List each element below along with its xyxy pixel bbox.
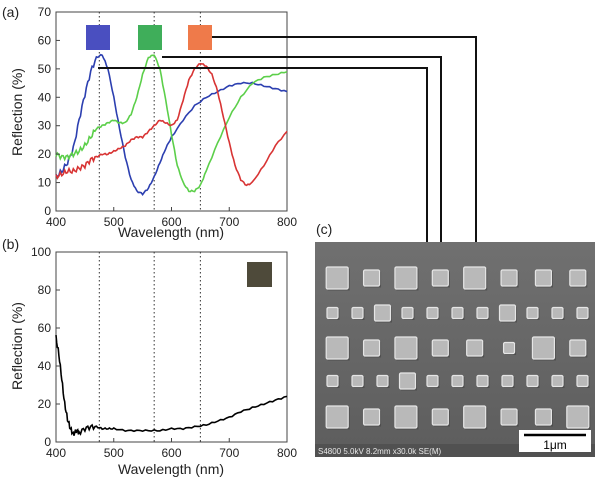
chart-a: 400 500 600 700 800 0 10 20 30 40 50 60 70 Waveleng… [9,5,297,240]
panel-label-c: (c) [316,221,332,237]
swatch-dark [247,262,272,287]
sem-square [394,405,418,429]
sem-square [463,405,487,429]
sem-square [451,374,464,388]
swatch-orange [188,25,212,50]
sem-square [401,306,414,320]
sem-square [362,339,381,357]
chart-b: 400 500 600 700 800 0 20 40 60 80 100 Wavelength … [9,245,297,477]
chartB-ytick-label: 80 [38,283,52,297]
sem-square [325,336,349,360]
chartA-ytick-label: 0 [44,204,51,218]
sem-square [466,339,484,357]
chartB-xtick-label: 800 [277,446,297,460]
chartB-xtick-label: 700 [219,446,239,460]
chartB-ytick-label: 60 [38,321,52,335]
sem-square [376,374,389,388]
sem-square [431,408,449,426]
chartA-ytick-label: 40 [38,90,52,104]
chartB-xtick-label: 500 [104,446,124,460]
chartB-xtick-label: 600 [161,446,181,460]
sem-square [351,374,364,388]
chartB-ytick-label: 100 [31,245,51,259]
chart-b-ylabel: Reflection (%) [9,302,25,390]
sem-square [551,374,564,388]
sem-square [500,408,518,426]
chartA-xtick-label: 700 [219,215,239,229]
sem-info-text: S4800 5.0kV 8.2mm x30.0k SE(M) [318,447,442,456]
chartA-ytick-label: 50 [38,62,52,76]
sem-square [531,336,556,360]
chartA-ytick-label: 60 [38,33,52,47]
panel-label-b: (b) [2,236,19,252]
sem-square [373,304,392,322]
sem-square [426,306,439,320]
chart-a-ylabel: Reflection (%) [9,68,25,156]
sem-square [325,266,349,290]
sem-square [526,306,539,320]
sem-square [500,269,518,287]
sem-square [398,372,417,390]
chartB-ytick-label: 40 [38,359,52,373]
sem-square [463,266,487,290]
swatch-green [138,25,162,50]
panel-label-a: (a) [2,4,19,20]
chartA-series-line-2 [55,62,288,187]
sem-square [498,304,517,322]
sem-square [534,269,553,287]
sem-square [325,405,349,429]
chartA-series-line-0 [55,53,288,196]
sem-square [569,339,587,357]
sem-square [426,374,439,388]
sem-image: S4800 5.0kV 8.2mm x30.0k SE(M) 1μm [315,242,595,457]
chartA-ytick-label: 30 [38,119,52,133]
sem-square [501,374,514,388]
sem-square [451,306,464,320]
sem-square [326,306,339,320]
chartA-ytick-label: 70 [38,5,52,19]
sem-square [394,266,418,290]
sem-square [576,306,589,320]
scale-bar-label: 1μm [543,438,567,452]
connector-blue [98,67,436,309]
chartA-xtick-label: 600 [161,215,181,229]
connector-orange [212,36,485,267]
sem-square [569,269,587,287]
sem-square [502,341,516,355]
sem-square [526,374,539,388]
sem-square [362,269,381,287]
chartA-xtick-label: 500 [104,215,124,229]
sem-square [566,405,590,429]
sem-square [394,336,418,360]
chartA-ytick-label: 10 [38,176,52,190]
sem-square [351,306,364,320]
connector-green [162,56,450,285]
chartA-xtick-label: 800 [277,215,297,229]
sem-square [362,408,381,426]
connector-arrows [98,36,485,309]
sem-square [534,408,553,426]
sem-square [431,269,449,287]
sem-square [326,374,339,388]
chartB-xtick-label: 400 [46,446,66,460]
chart-b-xlabel: Wavelength (nm) [118,461,224,477]
chartB-series-line-0 [55,335,288,436]
sem-square [576,374,589,388]
chartB-ytick-label: 0 [44,435,51,449]
chartA-ytick-label: 20 [38,147,52,161]
chartB-ytick-label: 20 [38,397,52,411]
sem-square [476,306,489,320]
chartA-xtick-label: 400 [46,215,66,229]
sem-square [431,339,449,357]
sem-square [476,374,489,388]
chartA-series-line-1 [55,54,288,193]
swatch-blue [86,25,110,50]
chart-a-xlabel: Wavelength (nm) [118,224,224,240]
sem-square [551,306,564,320]
sem-nanostructures [325,266,591,430]
